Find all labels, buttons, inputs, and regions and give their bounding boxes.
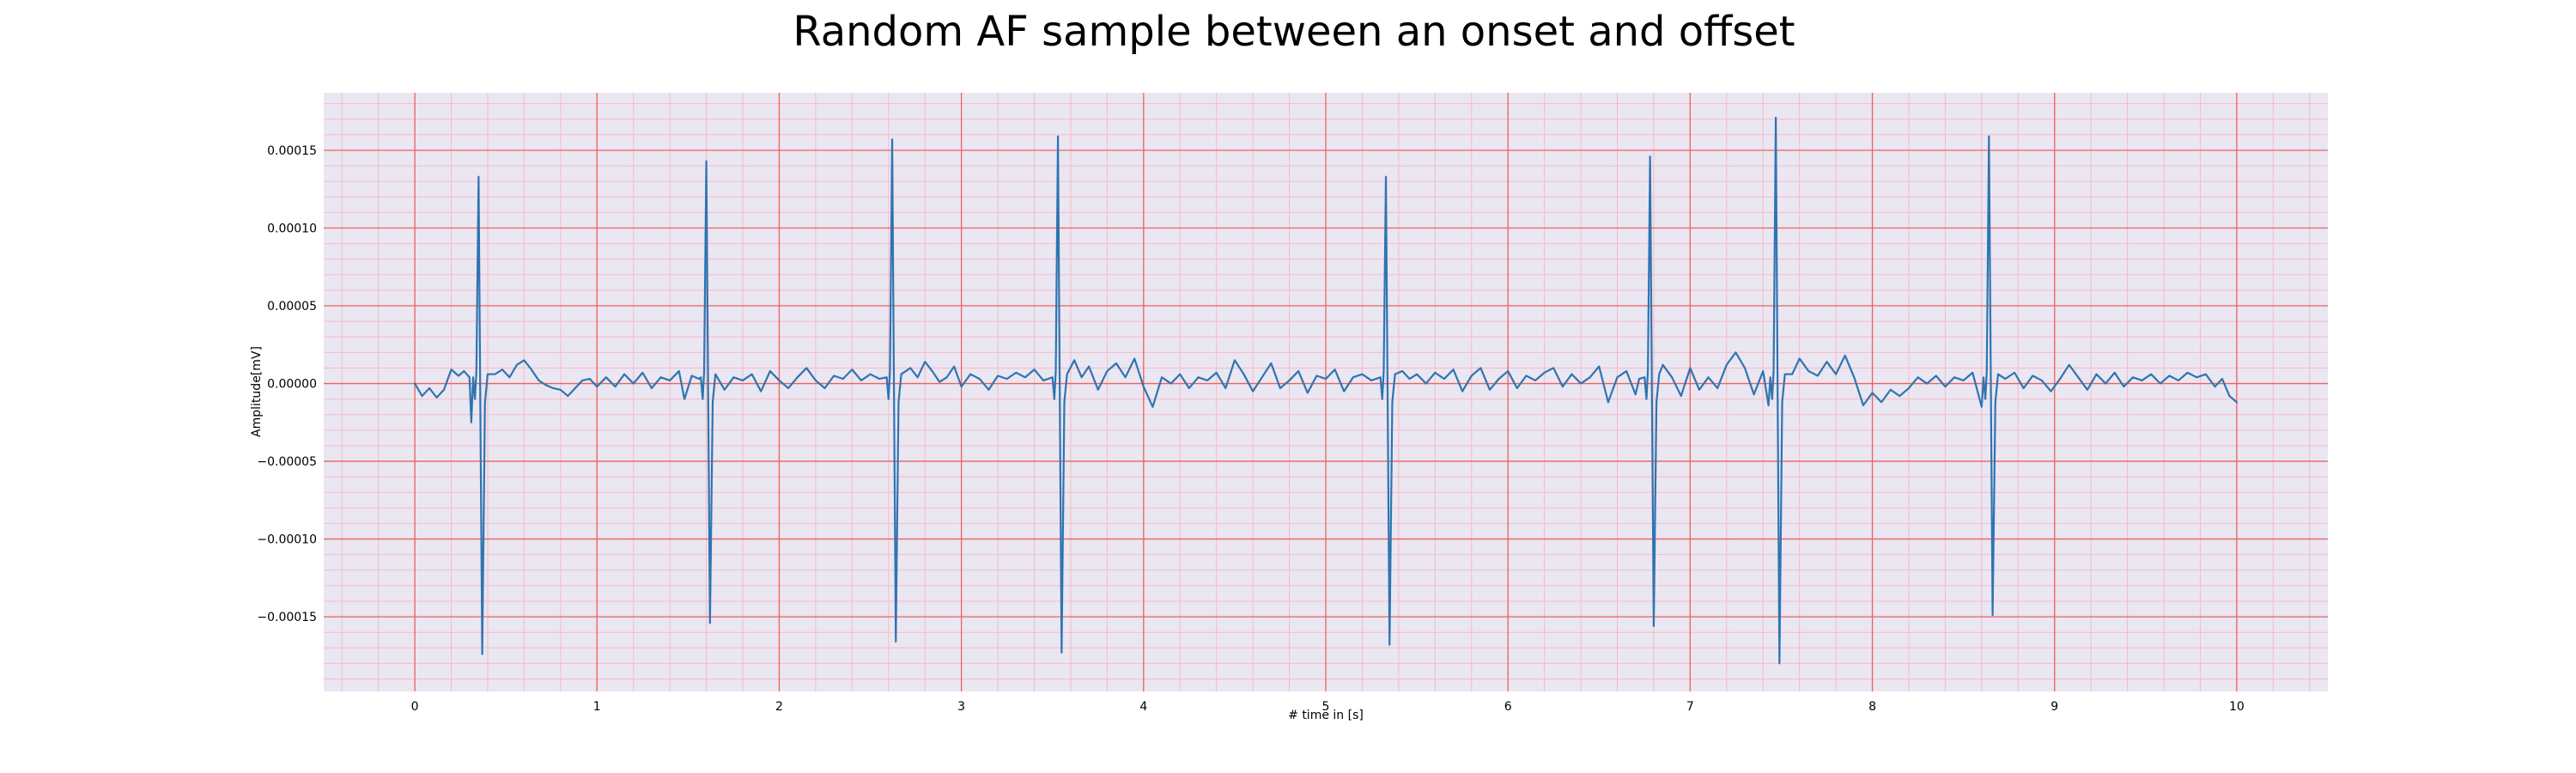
x-tick-labels: 0 1 2 3 4 5 6 7 8 9 10 <box>411 700 2245 714</box>
x-tick-label: 5 <box>1322 700 1330 714</box>
y-tick-label: −0.00010 <box>257 533 317 547</box>
y-tick-label: 0.00015 <box>267 144 317 158</box>
y-axis-label: Amplitude[mV] <box>250 346 264 437</box>
y-tick-label: −0.00005 <box>257 455 317 469</box>
x-tick-label: 1 <box>593 700 601 714</box>
x-tick-label: 2 <box>775 700 783 714</box>
y-tick-label: −0.00015 <box>257 611 317 624</box>
x-tick-label: 6 <box>1504 700 1512 714</box>
x-tick-label: 4 <box>1139 700 1147 714</box>
x-axis-label: # time in [s] <box>1288 709 1364 722</box>
x-tick-label: 0 <box>411 700 419 714</box>
x-tick-label: 9 <box>2050 700 2058 714</box>
y-tick-label: 0.00005 <box>267 300 317 313</box>
chart-title: Random AF sample between an onset and of… <box>793 8 1795 56</box>
x-tick-label: 3 <box>957 700 965 714</box>
y-tick-label: 0.00000 <box>267 378 317 392</box>
x-tick-label: 8 <box>1868 700 1876 714</box>
y-tick-label: 0.00010 <box>267 222 317 236</box>
x-tick-label: 10 <box>2229 700 2245 714</box>
x-tick-label: 7 <box>1686 700 1694 714</box>
y-tick-labels: −0.00015 −0.00010 −0.00005 0.00000 0.00005 0.… <box>257 144 317 624</box>
signal-series-line <box>413 116 2239 665</box>
